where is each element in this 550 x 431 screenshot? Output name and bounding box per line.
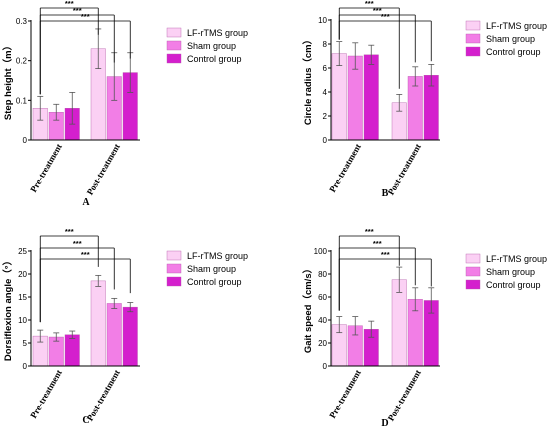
legend-swatch (166, 250, 182, 261)
legend-label: LF-rTMS group (486, 254, 547, 264)
y-tick-label: 0 (23, 362, 28, 371)
x-category-label: Pre-treatment (28, 142, 64, 194)
legend-label: LF-rTMS group (187, 28, 248, 38)
x-category-label: Post-treatment (85, 142, 122, 197)
legend-swatch (465, 253, 481, 264)
significance-label: *** (73, 6, 82, 15)
y-tick-label: 0 (323, 136, 328, 145)
x-category-label: Pre-treatment (327, 142, 363, 194)
panel-letter: A (82, 197, 90, 208)
y-axis-title: Dorsiflexion angle（°） (2, 256, 14, 361)
significance-label: *** (365, 0, 374, 8)
bar (64, 334, 80, 367)
legend-label: Sham group (486, 34, 535, 44)
bar (106, 303, 122, 367)
x-category-label: Pre-treatment (28, 368, 64, 420)
y-tick-label: 6 (323, 64, 328, 73)
y-tick-label: 80 (318, 270, 327, 279)
legend-swatch (166, 40, 182, 51)
y-axis-title: Circle radius（cm） (302, 35, 314, 125)
significance-label: *** (373, 6, 382, 15)
legend-label: Sham group (187, 264, 236, 274)
chart-panel-a: 0 0.1 0.2 0.3 Step height（m） Pre-treatment Pos… (2, 0, 248, 208)
panel-letter: B (382, 188, 389, 199)
legend-label: Sham group (187, 41, 236, 51)
legend: LF-rTMS group Sham group Control group (166, 250, 248, 287)
x-category-label: Post-treatment (386, 368, 423, 423)
x-category-label: Post-treatment (85, 368, 122, 423)
y-tick-label: 5 (23, 339, 28, 348)
significance-bracket: *** (338, 227, 400, 311)
significance-bracket: *** (39, 12, 131, 95)
significance-label: *** (365, 227, 374, 236)
legend-swatch (465, 266, 481, 277)
significance-bracket: *** (39, 250, 131, 323)
significance-label: *** (381, 12, 390, 21)
legend-label: Control group (486, 47, 541, 57)
x-category-label: Pre-treatment (327, 368, 363, 420)
panel-letter: C (82, 415, 89, 426)
significance-label: *** (65, 0, 74, 8)
y-tick-label: 10 (318, 16, 327, 25)
legend: LF-rTMS group Sham group Control group (465, 20, 547, 57)
y-tick-label: 4 (323, 88, 328, 97)
legend-swatch (166, 276, 182, 287)
y-tick-label: 0 (323, 362, 328, 371)
significance-label: *** (65, 227, 74, 236)
bar (122, 306, 138, 367)
y-tick-label: 20 (318, 339, 327, 348)
legend-swatch (166, 263, 182, 274)
y-tick-label: 8 (323, 40, 328, 49)
legend: LF-rTMS group Sham group Control group (166, 27, 248, 64)
bar (90, 280, 106, 367)
y-tick-label: 2 (323, 112, 328, 121)
y-tick-label: 0.2 (16, 57, 28, 66)
panel-letter: D (381, 418, 388, 429)
significance-label: *** (81, 12, 90, 21)
bar (363, 54, 379, 141)
y-tick-label: 60 (318, 293, 327, 302)
significance-bracket: *** (338, 250, 432, 311)
y-tick-label: 0.3 (16, 17, 28, 26)
y-axis-title: Gait speed（cm/s） (302, 264, 314, 353)
x-category-label: Post-treatment (386, 142, 423, 197)
chart-panel-b: 0 2 4 6 8 10 Circle radius（cm） Pre-treatment Pos… (302, 0, 547, 199)
legend-swatch (166, 27, 182, 38)
significance-bracket: *** (338, 6, 416, 63)
y-tick-label: 15 (18, 293, 27, 302)
legend-label: Sham group (486, 267, 535, 277)
legend-label: LF-rTMS group (486, 21, 547, 31)
legend-swatch (465, 279, 481, 290)
legend-label: Control group (187, 54, 242, 64)
significance-label: *** (373, 239, 382, 248)
y-tick-label: 0.1 (16, 96, 28, 105)
significance-bracket: *** (338, 12, 432, 62)
chart-panel-c: 0 5 10 15 20 25 Dorsiflexion angle（°） Pre-treat… (2, 227, 248, 426)
legend-label: Control group (187, 277, 242, 287)
legend-swatch (465, 46, 481, 57)
y-tick-label: 0 (23, 136, 28, 145)
y-tick-label: 100 (314, 247, 328, 256)
legend-swatch (465, 20, 481, 31)
y-tick-label: 20 (18, 270, 27, 279)
significance-label: *** (73, 239, 82, 248)
legend-swatch (465, 33, 481, 44)
y-tick-label: 10 (18, 316, 27, 325)
significance-label: *** (81, 250, 90, 259)
significance-label: *** (381, 250, 390, 259)
significance-bracket: *** (39, 227, 99, 323)
y-tick-label: 25 (18, 247, 27, 256)
y-tick-label: 40 (318, 316, 327, 325)
y-axis-title: Step height（m） (2, 41, 14, 120)
legend: LF-rTMS group Sham group Control group (465, 253, 547, 290)
legend-label: Control group (486, 280, 541, 290)
legend-swatch (166, 53, 182, 64)
bar (331, 53, 347, 141)
legend-label: LF-rTMS group (187, 251, 248, 261)
